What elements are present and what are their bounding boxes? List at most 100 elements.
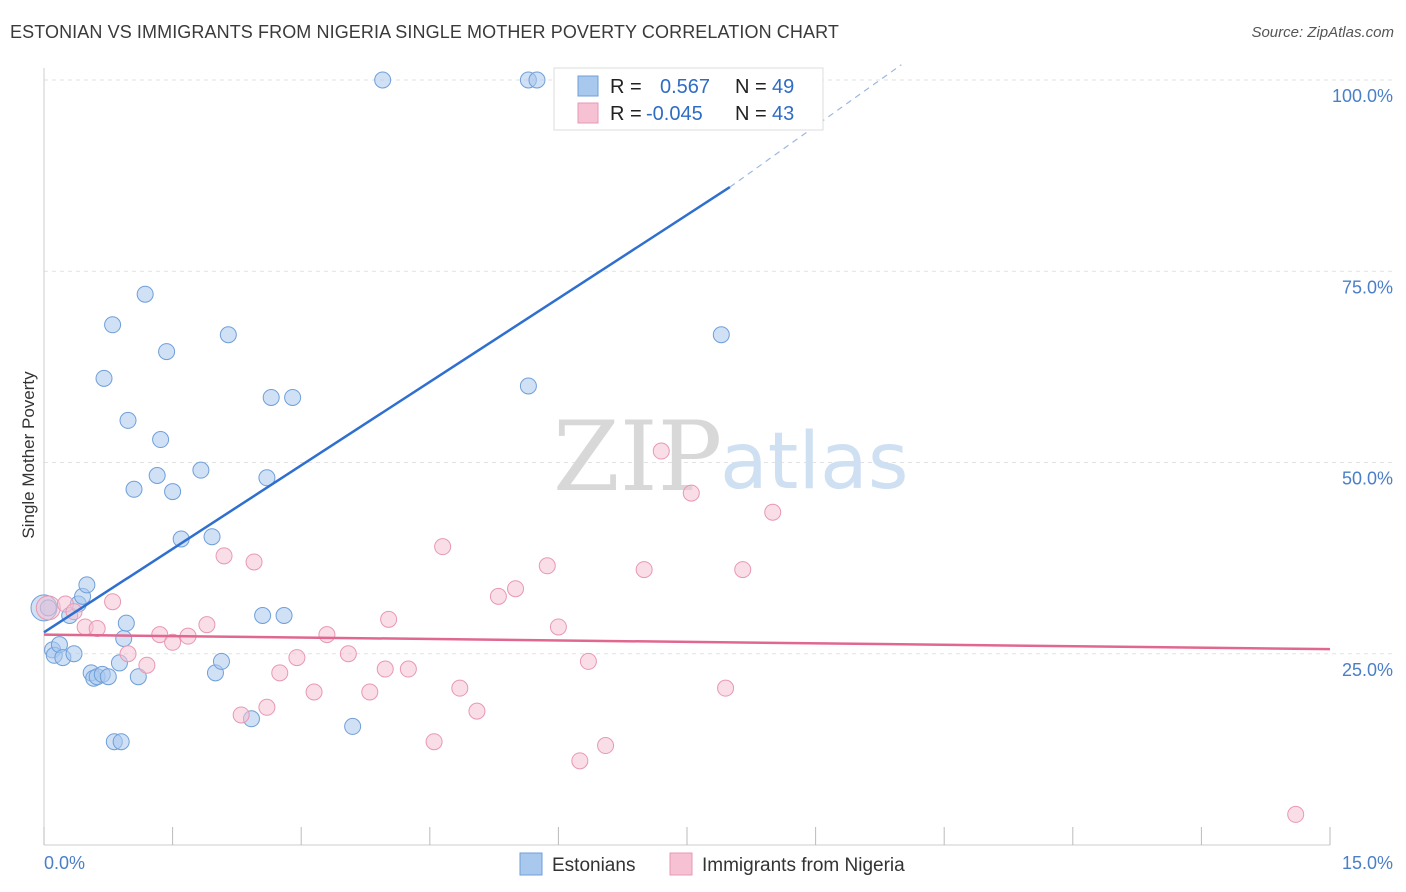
x-tick-label-max: 15.0% [1342, 853, 1393, 873]
point-nigeria-27 [451, 679, 469, 697]
point-estonians-27 [152, 431, 170, 449]
point-nigeria-14 [245, 553, 263, 571]
point-nigeria-39 [717, 679, 735, 697]
point-nigeria-30 [507, 580, 525, 598]
point-estonians-22 [119, 411, 137, 429]
point-estonians-21 [117, 614, 135, 632]
point-estonians-41 [284, 388, 302, 406]
point-estonians-43 [374, 71, 392, 89]
bottom-legend-swatch-blue [519, 852, 543, 876]
point-estonians-38 [258, 469, 276, 487]
point-estonians-32 [203, 528, 221, 546]
point-nigeria-36 [635, 561, 653, 579]
legend-r-value-1: 0.567 [660, 76, 710, 98]
axes [43, 68, 1331, 846]
point-nigeria-42 [1287, 805, 1305, 823]
series-legend: Estonians Immigrants from Nigeria [519, 852, 905, 876]
point-estonians-34 [212, 652, 230, 670]
point-nigeria-33 [571, 752, 589, 770]
series-immigrants-from-nigeria [35, 442, 1305, 823]
point-nigeria-25 [425, 733, 443, 751]
point-estonians-19 [112, 733, 130, 751]
legend-r-value-2: -0.045 [646, 103, 703, 125]
point-nigeria-15 [258, 698, 276, 716]
x-tick-labels: 0.0% 15.0% [44, 853, 1393, 873]
point-nigeria-21 [361, 683, 379, 701]
trend-line-estonians-extension [729, 64, 902, 188]
point-nigeria-34 [579, 652, 597, 670]
point-nigeria-38 [682, 484, 700, 502]
point-estonians-15 [99, 668, 117, 686]
y-tick-label-100: 100.0% [1332, 86, 1393, 106]
point-nigeria-26 [434, 538, 452, 556]
correlation-legend: R = 0.567 N = 49 R = -0.045 N = 43 [553, 67, 824, 131]
point-estonians-26 [148, 467, 166, 485]
point-nigeria-29 [489, 587, 507, 605]
bottom-legend-label-estonians: Estonians [552, 855, 635, 876]
point-nigeria-13 [232, 706, 250, 724]
source-credit: Source: ZipAtlas.com [1251, 24, 1394, 41]
point-nigeria-4 [88, 620, 106, 638]
y-axis-label: Single Mother Poverty [19, 371, 38, 539]
point-estonians-45 [528, 71, 546, 89]
legend-swatch-pink [577, 102, 599, 124]
point-estonians-29 [164, 483, 182, 501]
point-nigeria-16 [271, 664, 289, 682]
point-estonians-47 [712, 326, 730, 344]
trend-line-nigeria [43, 633, 1331, 651]
point-estonians-40 [275, 607, 293, 624]
point-nigeria-11 [198, 616, 216, 634]
trend-lines [43, 64, 1331, 651]
point-nigeria-0 [35, 595, 61, 621]
chart-title: ESTONIAN VS IMMIGRANTS FROM NIGERIA SING… [10, 22, 839, 42]
legend-n-label-1: N = [735, 76, 767, 98]
point-estonians-46 [519, 377, 537, 395]
point-nigeria-24 [399, 660, 417, 678]
legend-n-label-2: N = [735, 103, 767, 125]
point-estonians-42 [344, 717, 362, 735]
x-tick-label-min: 0.0% [44, 853, 85, 873]
point-estonians-9 [78, 576, 96, 594]
point-nigeria-12 [215, 547, 233, 565]
point-estonians-24 [129, 668, 147, 686]
legend-n-value-2: 43 [772, 103, 794, 125]
y-tick-label-25: 25.0% [1342, 660, 1393, 680]
point-nigeria-35 [597, 737, 615, 755]
point-estonians-35 [219, 326, 237, 344]
point-nigeria-19 [318, 626, 336, 644]
point-nigeria-18 [305, 683, 323, 701]
point-nigeria-40 [734, 561, 752, 579]
bottom-legend-label-nigeria: Immigrants from Nigeria [702, 855, 905, 876]
point-nigeria-22 [376, 660, 394, 678]
point-estonians-14 [95, 369, 113, 387]
point-nigeria-17 [288, 649, 306, 667]
legend-box [553, 67, 824, 131]
watermark-atlas: atlas [720, 417, 909, 507]
point-nigeria-28 [468, 702, 486, 720]
point-nigeria-9 [164, 633, 182, 651]
trend-line-estonians [43, 186, 731, 634]
point-nigeria-20 [339, 645, 357, 663]
point-estonians-31 [192, 461, 210, 479]
point-nigeria-41 [764, 503, 782, 521]
point-nigeria-7 [138, 656, 156, 674]
watermark: ZIP atlas [553, 401, 909, 513]
point-estonians-20 [115, 629, 133, 647]
point-nigeria-5 [104, 593, 122, 611]
legend-r-label-1: R = [610, 76, 642, 98]
y-tick-label-75: 75.0% [1342, 277, 1393, 297]
point-nigeria-6 [119, 645, 137, 663]
point-estonians-37 [254, 607, 272, 624]
bottom-legend-swatch-pink [669, 852, 693, 876]
point-nigeria-37 [652, 442, 670, 460]
point-estonians-23 [125, 480, 143, 498]
grid-lines [44, 79, 1393, 655]
y-tick-label-50: 50.0% [1342, 469, 1393, 489]
point-estonians-25 [136, 285, 154, 303]
point-nigeria-32 [549, 618, 567, 636]
legend-r-label-2: R = [610, 103, 642, 125]
y-tick-labels: 25.0% 50.0% 75.0% 100.0% [1332, 86, 1393, 680]
legend-n-value-1: 49 [772, 76, 794, 98]
point-estonians-28 [158, 343, 176, 361]
